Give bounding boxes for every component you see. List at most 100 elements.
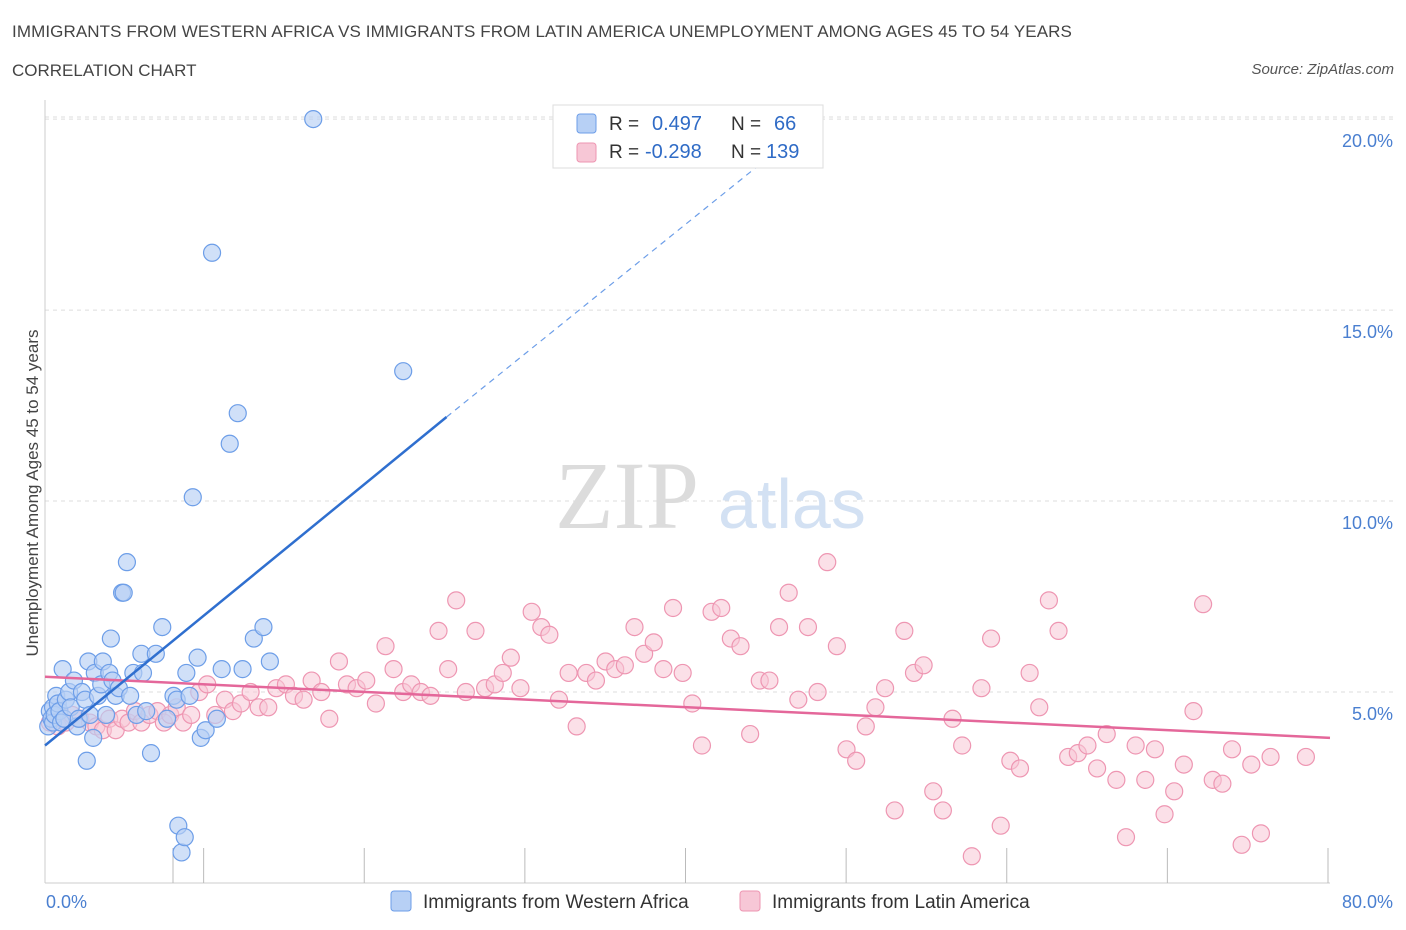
trend-lines [44,118,1331,747]
latin-america-trend-line [44,675,1331,740]
latin-america-point [466,621,485,641]
latin-america-point [294,690,313,709]
bottom-legend: Immigrants from Western Africa Immigrant… [390,890,1030,913]
latin-america-point [1030,698,1049,717]
latin-america-point [501,648,520,667]
latin-america-point [429,621,448,641]
western-africa-point [114,583,133,602]
latin-america-point [654,660,673,679]
latin-america-point [741,724,760,744]
latin-america-point [798,617,818,637]
chart-title: IMMIGRANTS FROM WESTERN AFRICA VS IMMIGR… [12,22,1072,41]
western-africa-point [202,243,222,262]
western-africa-point [77,751,96,770]
bottom-legend-label-blue: Immigrants from Western Africa [423,892,689,913]
western-africa-point [233,660,252,679]
latin-america-point [447,591,466,610]
latin-america-point [1010,759,1030,778]
x-tick-label-end: 80.0% [1342,892,1393,912]
latin-america-point [511,679,530,698]
latin-america-point [615,656,634,675]
latin-america-point [1165,782,1184,801]
latin-america-point [586,671,606,690]
western-africa-point [153,617,172,637]
latin-america-point [376,637,395,656]
latin-america-point [384,660,403,679]
latin-america-point [933,801,952,820]
y-tick-label: 10.0% [1342,513,1393,533]
x-tick-labels: 0.0% 80.0% [46,892,1393,912]
latin-america-point [731,637,750,656]
y-tick-label: 5.0% [1352,704,1393,724]
western-africa-point [254,617,273,637]
latin-america-point [1116,828,1136,847]
latin-america-point [1136,770,1155,789]
latin-america-point [914,656,933,675]
latin-america-point [895,621,914,641]
western-africa-point [172,843,191,862]
latin-america-point [1174,755,1193,774]
western-africa-point [188,648,207,667]
latin-america-point [312,682,331,702]
western-africa-point [207,709,226,728]
latin-america-point [808,682,827,702]
western-africa-point [260,652,279,671]
latin-america-point [866,698,885,717]
series-western-africa-points [39,109,413,862]
y-axis-title: Unemployment Among Ages 45 to 54 years [23,330,42,657]
western-africa-point [117,553,137,572]
latin-america-point [567,717,586,736]
watermark-atlas: atlas [718,465,866,543]
western-africa-point [183,488,202,507]
legend-n-label-pink: N = [731,142,761,163]
latin-america-point [1184,702,1203,721]
x-tick-label-start: 0.0% [46,892,87,912]
western-africa-point [137,702,156,721]
legend-n-value-blue: 66 [774,113,796,135]
latin-america-point [366,694,385,713]
latin-america-point [673,663,692,683]
latin-america-point [972,679,991,698]
latin-america-point [522,602,541,621]
western-africa-point [133,663,153,683]
latin-america-point [320,709,339,728]
legend-swatch-blue [576,113,597,134]
latin-america-point [769,617,789,637]
latin-america-point [885,801,904,820]
latin-america-point [1232,835,1251,854]
latin-america-point [692,736,712,755]
latin-america-point [827,637,846,656]
chart-subtitle: CORRELATION CHART [12,61,197,80]
western-africa-point [196,721,215,740]
legend-r-value-blue: 0.497 [652,113,702,135]
latin-america-point [712,598,731,618]
latin-america-point [559,663,578,683]
latin-america-point [1087,759,1107,778]
latin-america-point [1261,747,1280,767]
latin-america-point [1126,736,1145,755]
latin-america-point [1145,740,1165,759]
legend-r-value-pink: -0.298 [645,141,702,163]
western-africa-trend-extension [446,118,817,418]
bottom-legend-swatch-blue [390,890,412,912]
axes [44,100,1330,884]
watermark: ZIP atlas [555,442,866,549]
latin-america-point [493,663,512,683]
legend-r-label-blue: R = [609,114,639,135]
watermark-zip: ZIP [555,442,699,549]
latin-america-point [625,617,644,637]
latin-america-point [962,847,981,866]
latin-america-point [644,633,663,652]
latin-america-point [981,629,1001,648]
latin-america-point [953,736,972,755]
latin-america-point [1049,621,1068,641]
latin-america-point [847,751,866,770]
legend-box: R = 0.497 N = 66 R = -0.298 N = 139 [552,104,824,169]
latin-america-point [182,705,201,725]
bottom-legend-label-pink: Immigrants from Latin America [772,892,1030,913]
latin-america-point [1039,591,1059,610]
y-tick-label: 20.0% [1342,131,1393,151]
latin-america-point [1213,774,1232,793]
latin-america-point [663,598,683,618]
